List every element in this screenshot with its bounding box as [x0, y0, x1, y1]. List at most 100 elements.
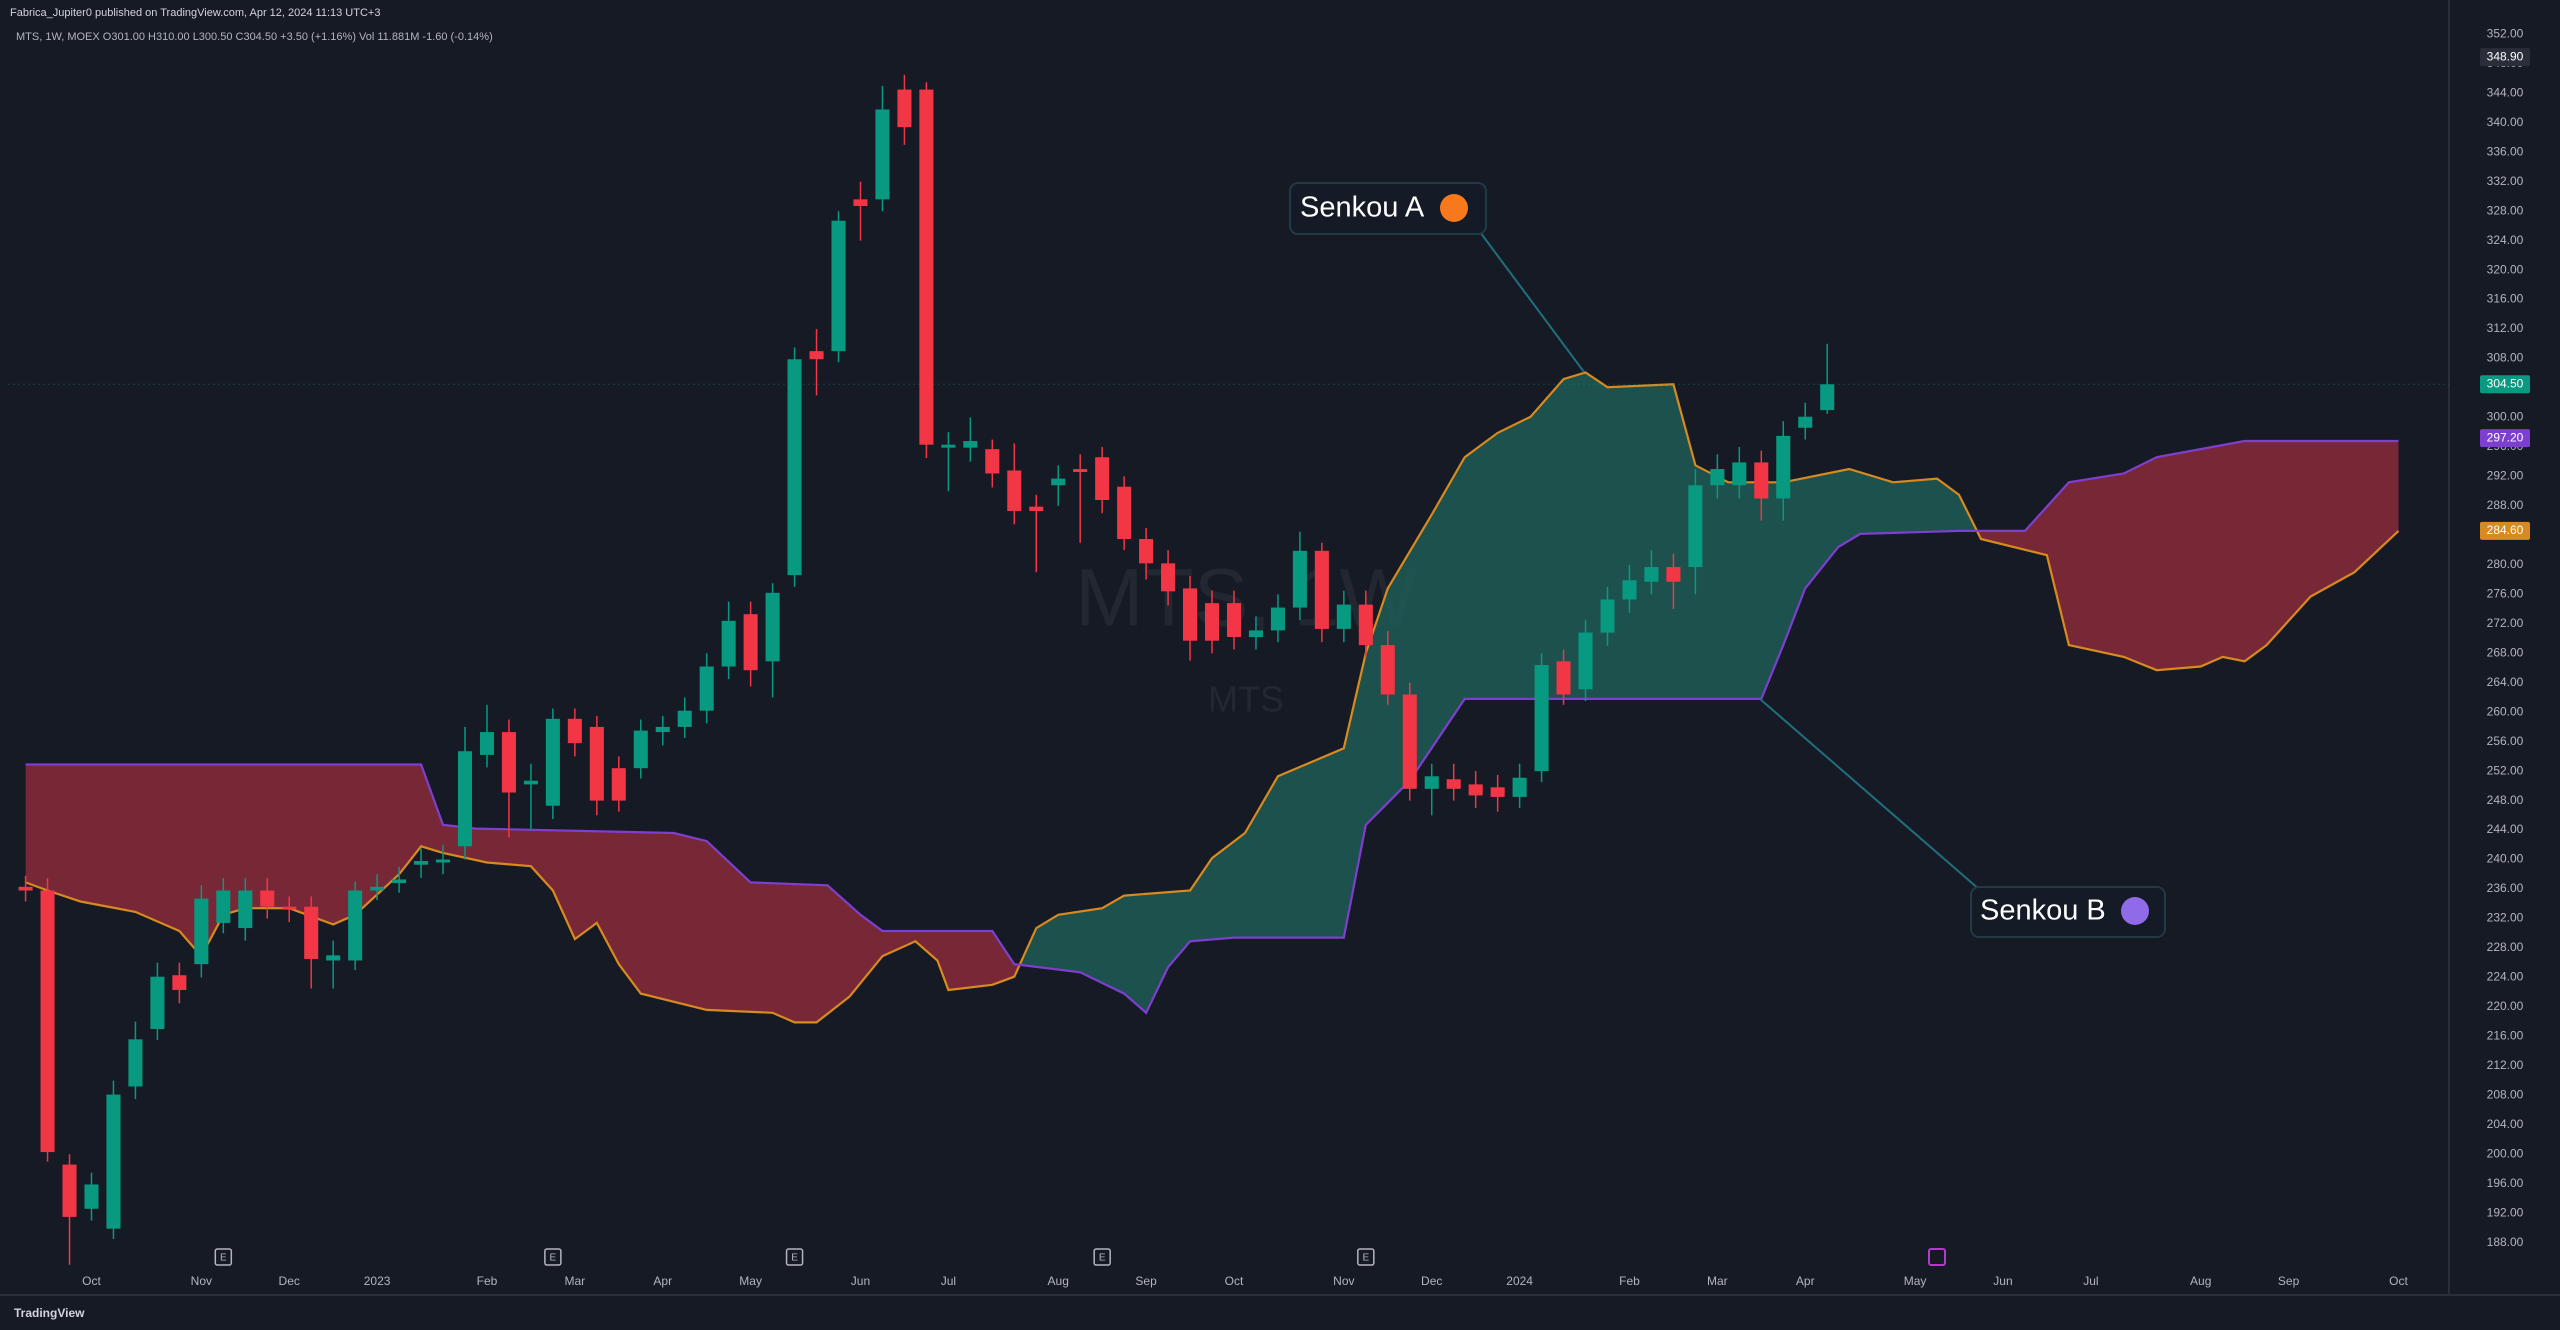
candle-body [963, 441, 978, 448]
x-tick-label: Dec [1421, 1274, 1442, 1288]
y-tick-label: 260.00 [2487, 704, 2524, 718]
candle-body [1666, 567, 1681, 582]
x-tick-label: Feb [1619, 1274, 1640, 1288]
candle-body [128, 1039, 143, 1087]
event-label: E [1362, 1253, 1369, 1264]
candle-body [1402, 694, 1417, 789]
candle-body [809, 351, 824, 360]
y-tick-label: 232.00 [2487, 911, 2524, 925]
senkou-line [25, 371, 2400, 1024]
event-marker [214, 1248, 233, 1266]
candle-body [457, 751, 473, 847]
candle-body [1095, 457, 1110, 500]
candle-body [1732, 462, 1747, 486]
event-label: E [550, 1253, 557, 1264]
y-tick-label: 316.00 [2487, 292, 2524, 306]
y-tick-label: 216.00 [2487, 1029, 2524, 1043]
callout-text: Senkou B [1980, 895, 2106, 927]
candle-body [1007, 470, 1022, 512]
candle-body [106, 1094, 121, 1229]
callout-dot [2121, 897, 2149, 925]
candle-body [1644, 567, 1659, 582]
price-label: 348.90 [2487, 49, 2524, 63]
candle-body [1776, 435, 1791, 499]
candle-body [875, 109, 890, 200]
x-tick-label: Jun [1993, 1274, 2012, 1288]
y-tick-label: 196.00 [2487, 1176, 2524, 1190]
callout-box [1289, 182, 1487, 235]
candle-body [1248, 630, 1263, 638]
candle-body [721, 620, 736, 667]
candle-body [1292, 550, 1307, 608]
y-tick-label: 268.00 [2487, 645, 2524, 659]
callout-text: Senkou A [1300, 192, 1425, 224]
x-tick-label: Feb [477, 1274, 498, 1288]
candle-body [304, 906, 319, 960]
y-tick-label: 328.00 [2487, 203, 2524, 217]
candle-body [392, 879, 407, 884]
price-label-box [2480, 375, 2530, 394]
x-tick-label: Aug [2190, 1274, 2211, 1288]
x-tick-label: 2023 [364, 1274, 391, 1288]
candle-body [1446, 779, 1461, 789]
candle-body [985, 449, 1000, 474]
watermark-subtitle: MTS [1208, 679, 1284, 720]
candle-body [633, 730, 648, 769]
candle-body [1073, 469, 1088, 472]
candle-body [677, 710, 692, 727]
x-tick-label: Mar [565, 1274, 586, 1288]
y-tick-label: 344.00 [2487, 85, 2524, 99]
plot: 352.00348.00344.00340.00336.00332.00328.… [8, 26, 2530, 1288]
candle-body [1161, 563, 1176, 592]
candle-body [1578, 632, 1593, 690]
candle-body [18, 886, 33, 891]
y-tick-label: 248.00 [2487, 793, 2524, 807]
y-tick-label: 352.00 [2487, 26, 2524, 40]
y-tick-label: 292.00 [2487, 469, 2524, 483]
event-marker [1093, 1248, 1111, 1266]
y-tick-label: 336.00 [2487, 144, 2524, 158]
candle-body [150, 976, 165, 1030]
x-tick-label: 2024 [1506, 1274, 1533, 1288]
x-tick-label: Nov [1333, 1274, 1354, 1288]
candle-body [1358, 604, 1373, 646]
candle-body [1490, 787, 1505, 797]
price-label-box [2480, 48, 2530, 67]
y-tick-label: 288.00 [2487, 498, 2524, 512]
y-tick-label: 200.00 [2487, 1146, 2524, 1160]
candle-body [655, 726, 670, 733]
y-tick-label: 208.00 [2487, 1087, 2524, 1101]
y-tick-label: 332.00 [2487, 174, 2524, 188]
header-title: Fabrica_Jupiter0 published on TradingVie… [10, 7, 380, 19]
x-tick-label: Oct [1225, 1274, 1244, 1288]
candle-body [216, 890, 231, 923]
candle-body [172, 975, 187, 990]
candle-body [84, 1184, 99, 1209]
x-tick-label: Dec [279, 1274, 300, 1288]
candle-body [1270, 607, 1285, 631]
candle-body [479, 732, 495, 755]
candle-body [1754, 462, 1769, 499]
candle-body [699, 666, 714, 711]
candle-body [238, 890, 253, 929]
candle-body [853, 199, 868, 206]
candle-body [194, 898, 209, 965]
candle-body [611, 768, 626, 801]
y-tick-label: 188.00 [2487, 1235, 2524, 1249]
candle-body [260, 890, 275, 907]
price-label: 284.60 [2487, 523, 2524, 537]
y-tick-label: 300.00 [2487, 410, 2524, 424]
x-tick-label: Jul [941, 1274, 956, 1288]
candle-body [787, 359, 802, 576]
event-marker [544, 1248, 562, 1266]
y-tick-label: 220.00 [2487, 999, 2524, 1013]
candle-body [1798, 416, 1813, 428]
event-label: E [220, 1253, 227, 1264]
candle-body [831, 220, 846, 352]
x-tick-label: Oct [2389, 1274, 2408, 1288]
y-tick-label: 236.00 [2487, 881, 2524, 895]
candle-body [1139, 539, 1154, 564]
candle-body [545, 718, 560, 806]
candle-body [348, 890, 363, 961]
